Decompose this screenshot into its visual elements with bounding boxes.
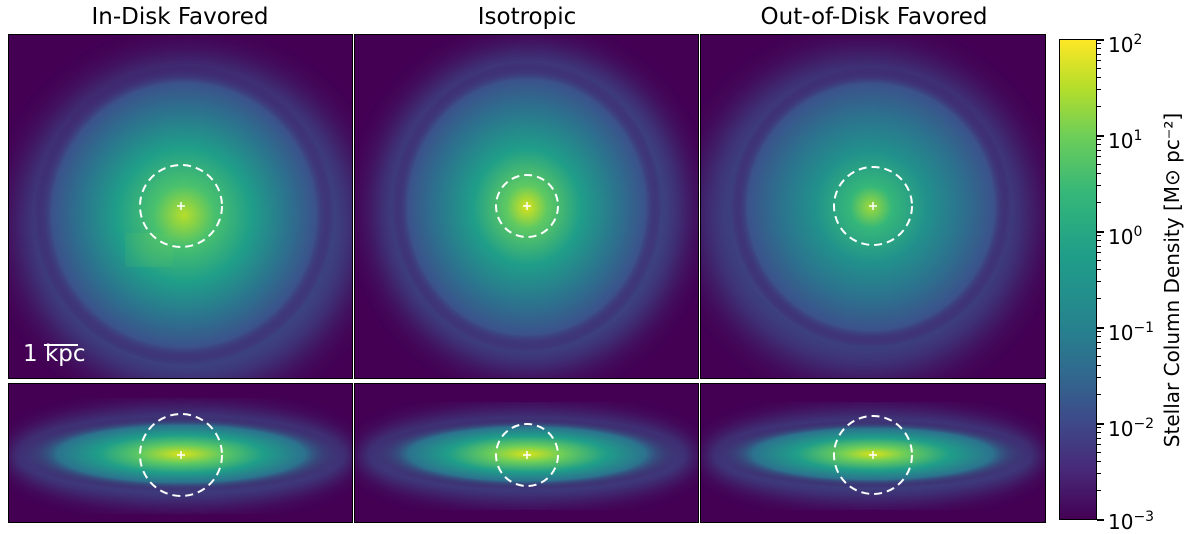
colorbar-minor-tick (1097, 156, 1101, 158)
colorbar-minor-tick (1097, 348, 1101, 350)
colorbar-minor-tick (1097, 451, 1101, 453)
colorbar-tick (1097, 327, 1104, 329)
colorbar-minor-tick (1097, 298, 1101, 300)
half-mass-circle (833, 166, 913, 246)
colorbar-minor-tick (1097, 355, 1101, 357)
edge-on-map-out-of-disk (705, 411, 1041, 501)
colorbar-tick-label: 102 (1108, 32, 1143, 57)
colorbar-tick (1097, 135, 1104, 137)
half-mass-circle (139, 413, 223, 497)
center-marker (523, 202, 531, 210)
edge-on-panel-in-disk (8, 383, 353, 523)
colorbar-minor-tick (1097, 245, 1101, 247)
half-mass-circle (495, 174, 559, 238)
face-on-map-in-disk (19, 60, 352, 378)
colorbar-minor-tick (1097, 240, 1101, 242)
edge-on-panel-out-of-disk (700, 383, 1046, 523)
colorbar-minor-tick (1097, 202, 1101, 204)
colorbar-tick-label: 100 (1108, 224, 1143, 249)
colorbar-minor-tick (1097, 89, 1101, 91)
colorbar-minor-tick (1097, 163, 1101, 165)
colorbar-minor-tick (1097, 461, 1101, 463)
colorbar-tick-label: 10−1 (1108, 320, 1155, 345)
colorbar-minor-tick (1097, 490, 1101, 492)
colorbar-minor-tick (1097, 53, 1101, 55)
half-mass-circle (833, 415, 913, 495)
colorbar-minor-tick (1097, 281, 1101, 283)
edge-on-panel-isotropic (354, 383, 699, 523)
colorbar-minor-tick (1097, 331, 1101, 333)
colorbar-minor-tick (1097, 60, 1101, 62)
colorbar-minor-tick (1097, 252, 1101, 254)
edge-on-map-in-disk (9, 408, 352, 504)
face-on-map-isotropic (375, 50, 685, 370)
colorbar-minor-tick (1097, 365, 1101, 367)
colorbar-axis-label: Stellar Column Density [M⊙ pc⁻²] (1160, 112, 1184, 448)
center-marker (869, 451, 877, 459)
scale-bar (44, 344, 78, 346)
colorbar-tick (1097, 231, 1104, 233)
colorbar-minor-tick (1097, 427, 1101, 429)
face-on-map-out-of-disk (701, 55, 1031, 375)
colorbar-minor-tick (1097, 106, 1101, 108)
colorbar (1059, 39, 1097, 520)
colorbar-tick-label: 10−3 (1108, 509, 1155, 534)
edge-on-map-isotropic (359, 411, 695, 501)
colorbar-minor-tick (1097, 149, 1101, 151)
colorbar-minor-tick (1097, 48, 1101, 50)
colorbar-minor-tick (1097, 473, 1101, 475)
colorbar-minor-tick (1097, 394, 1101, 396)
colorbar-minor-tick (1097, 77, 1101, 79)
colorbar-minor-tick (1097, 235, 1101, 237)
colorbar-minor-tick (1097, 173, 1101, 175)
center-marker (177, 451, 185, 459)
panel-title-out-of-disk: Out-of-Disk Favored (760, 4, 988, 30)
colorbar-tick-label: 10−2 (1108, 416, 1155, 441)
colorbar-minor-tick (1097, 377, 1101, 379)
colorbar-minor-tick (1097, 185, 1101, 187)
half-mass-circle (139, 164, 223, 248)
face-on-panel-in-disk: 1 kpc (8, 34, 353, 379)
colorbar-minor-tick (1097, 336, 1101, 338)
colorbar-minor-tick (1097, 432, 1101, 434)
colorbar-minor-tick (1097, 43, 1101, 45)
panel-title-in-disk: In-Disk Favored (91, 4, 269, 30)
colorbar-minor-tick (1097, 259, 1101, 261)
colorbar-tick (1097, 423, 1104, 425)
colorbar-minor-tick (1097, 269, 1101, 271)
colorbar-minor-tick (1097, 144, 1101, 146)
colorbar-minor-tick (1097, 437, 1101, 439)
colorbar-minor-tick (1097, 341, 1101, 343)
panel-title-isotropic: Isotropic (477, 4, 577, 30)
center-marker (869, 202, 877, 210)
colorbar-minor-tick (1097, 139, 1101, 141)
colorbar-minor-tick (1097, 67, 1101, 69)
face-on-panel-out-of-disk (700, 34, 1046, 379)
face-on-panel-isotropic (354, 34, 699, 379)
colorbar-tick-label: 101 (1108, 128, 1143, 153)
center-marker (177, 202, 185, 210)
colorbar-minor-tick (1097, 444, 1101, 446)
colorbar-tick (1097, 519, 1104, 521)
center-marker (523, 451, 531, 459)
half-mass-circle (495, 423, 559, 487)
colorbar-tick (1097, 39, 1104, 41)
